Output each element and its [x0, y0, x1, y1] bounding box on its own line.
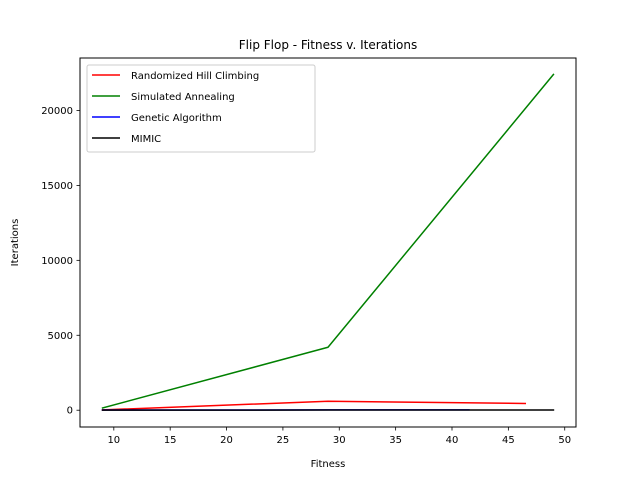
x-axis-label: Fitness: [311, 459, 346, 470]
legend-label-1: Simulated Annealing: [131, 92, 235, 103]
legend: Randomized Hill Climbing Simulated Anneal…: [86, 64, 316, 153]
plot-area-frame: [79, 57, 577, 428]
y-tick-label: 15000: [41, 181, 73, 192]
x-tick-label: 50: [558, 435, 571, 446]
x-tick-label: 20: [220, 435, 233, 446]
ticks-layer: 10 15 20 25 30 35 40 45 50 0 5000 10000 15000 20000: [41, 106, 571, 446]
x-tick-label: 45: [502, 435, 515, 446]
y-tick-label: 20000: [41, 106, 73, 117]
x-tick-label: 35: [389, 435, 402, 446]
y-tick-label: 0: [67, 406, 73, 417]
x-tick-label: 15: [164, 435, 177, 446]
y-axis-label: Iterations: [10, 219, 21, 267]
x-tick-label: 25: [277, 435, 290, 446]
legend-label-3: MIMIC: [131, 134, 161, 145]
legend-label-2: Genetic Algorithm: [131, 113, 222, 124]
series-line-0: [101, 400, 527, 411]
y-tick-label: 5000: [48, 331, 73, 342]
x-tick-label: 10: [107, 435, 120, 446]
y-tick-label: 10000: [41, 256, 73, 267]
chart-title: Flip Flop - Fitness v. Iterations: [239, 38, 417, 52]
legend-label-0: Randomized Hill Climbing: [131, 71, 259, 82]
series-line-1: [101, 73, 555, 409]
series-layer: [101, 73, 555, 411]
legend-box: [86, 64, 316, 153]
x-tick-label: 40: [446, 435, 459, 446]
x-tick-label: 30: [333, 435, 346, 446]
